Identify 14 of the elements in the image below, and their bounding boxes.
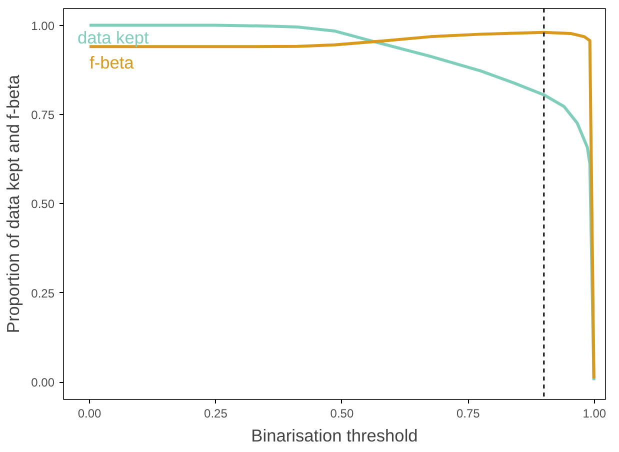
y-tick-label: 0.25 [31,286,55,300]
x-tick-label: 0.75 [456,406,480,420]
x-tick-label: 0.00 [78,406,102,420]
series-label: data kept [78,27,149,48]
y-tick-label: 0.75 [31,108,55,122]
y-axis-title: Proportion of data kept and f-beta [3,74,24,334]
y-tick-label: 1.00 [31,18,55,33]
y-tick-label: 0.00 [31,376,55,390]
x-tick-label: 1.00 [582,406,606,420]
series-label: f-beta [90,52,134,73]
x-tick-label: 0.50 [330,406,354,420]
y-tick-label: 0.50 [31,197,55,212]
x-axis-title: Binarisation threshold [251,426,418,446]
x-tick-label: 0.25 [204,406,228,420]
